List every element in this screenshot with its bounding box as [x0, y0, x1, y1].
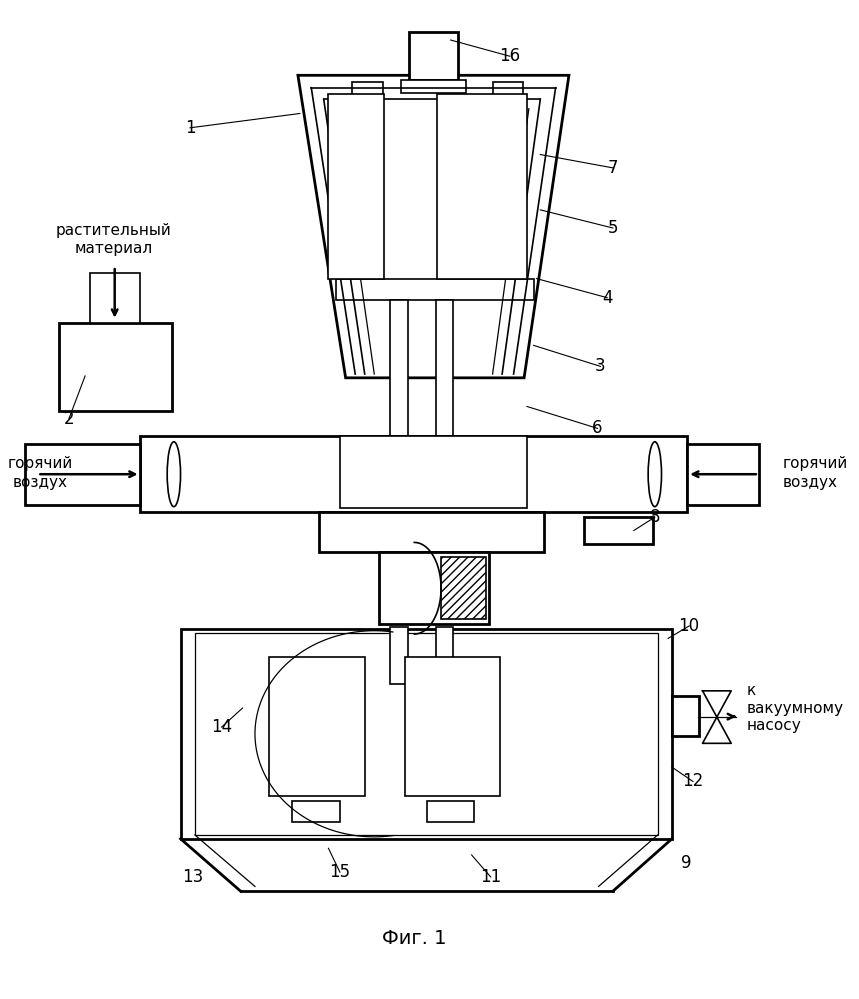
- Bar: [195, 632, 658, 835]
- Text: вакуумному: вакуумному: [746, 700, 844, 715]
- Text: 4: 4: [602, 289, 612, 307]
- Text: горячий: горячий: [8, 457, 73, 472]
- Text: воздух: воздух: [783, 476, 838, 491]
- Bar: [492, 82, 523, 97]
- Text: 8: 8: [649, 508, 660, 526]
- Text: 1: 1: [185, 119, 195, 137]
- Text: насосу: насосу: [746, 717, 801, 732]
- Text: 12: 12: [682, 772, 704, 790]
- Bar: [59, 324, 172, 412]
- Bar: [584, 517, 653, 543]
- Bar: [391, 300, 408, 441]
- Text: 14: 14: [211, 718, 232, 736]
- Text: 10: 10: [679, 617, 700, 635]
- Text: к: к: [746, 683, 756, 698]
- Bar: [401, 80, 466, 94]
- Bar: [427, 800, 474, 821]
- Bar: [336, 279, 533, 300]
- Bar: [379, 552, 489, 624]
- Bar: [436, 627, 454, 684]
- Bar: [319, 512, 544, 552]
- Text: воздух: воздух: [13, 476, 68, 491]
- Bar: [436, 300, 454, 441]
- Bar: [391, 627, 408, 684]
- Bar: [25, 444, 141, 504]
- Bar: [90, 273, 139, 324]
- Bar: [352, 82, 383, 97]
- Bar: [441, 557, 486, 619]
- Text: Фиг. 1: Фиг. 1: [382, 929, 447, 948]
- Polygon shape: [298, 75, 569, 378]
- Text: 5: 5: [607, 219, 618, 237]
- Text: горячий: горячий: [783, 457, 848, 472]
- Text: 13: 13: [182, 868, 204, 886]
- Bar: [687, 444, 758, 504]
- Bar: [292, 800, 340, 821]
- Text: 16: 16: [499, 47, 521, 65]
- Bar: [340, 436, 527, 507]
- Bar: [141, 436, 687, 512]
- Text: 3: 3: [595, 358, 606, 376]
- Bar: [405, 657, 500, 796]
- Bar: [437, 94, 527, 279]
- Ellipse shape: [168, 442, 180, 506]
- Ellipse shape: [649, 442, 661, 506]
- Text: 15: 15: [329, 863, 350, 881]
- Text: материал: материал: [75, 242, 153, 257]
- Text: 6: 6: [593, 420, 603, 438]
- Text: растительный: растительный: [56, 224, 172, 239]
- Bar: [180, 628, 672, 839]
- Bar: [672, 695, 698, 735]
- Bar: [328, 94, 384, 279]
- Text: 2: 2: [64, 410, 74, 428]
- Text: 9: 9: [681, 853, 691, 871]
- Bar: [409, 32, 458, 80]
- Text: 11: 11: [480, 868, 502, 886]
- Text: 7: 7: [607, 159, 618, 177]
- Bar: [269, 657, 365, 796]
